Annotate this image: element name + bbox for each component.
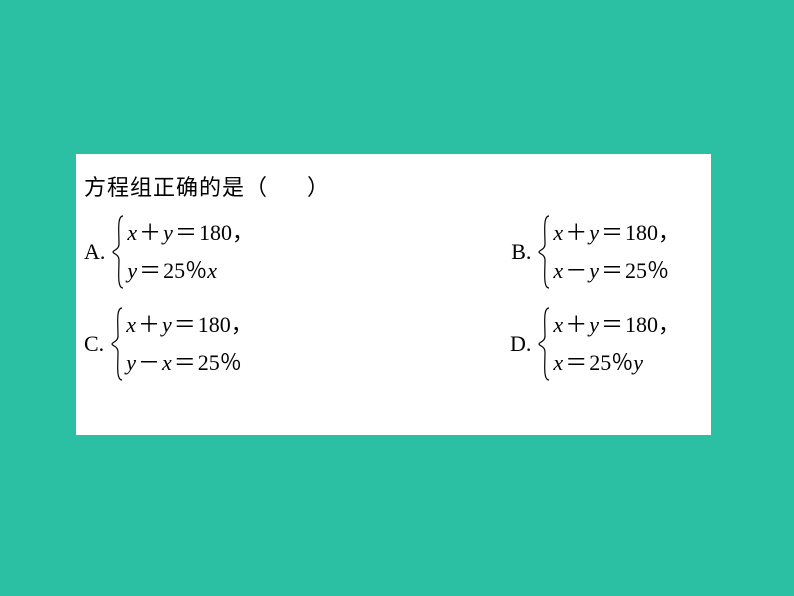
question-prefix: 方程组正确的是（ bbox=[84, 175, 268, 200]
choice-b-equations: x＋y＝180， x－y＝25％ bbox=[553, 214, 680, 290]
choice-a[interactable]: A. x＋y＝180， y＝25％x bbox=[84, 214, 254, 290]
question-stem: 方程组正确的是（ ） bbox=[84, 170, 330, 202]
choice-b-eq2: x－y＝25％ bbox=[553, 252, 680, 290]
choice-c-eq2: y－x＝25％ bbox=[126, 344, 253, 382]
question-card: 方程组正确的是（ ） A. x＋y＝180， y＝25％x B. bbox=[76, 154, 711, 435]
choice-a-equations: x＋y＝180， y＝25％x bbox=[127, 214, 254, 290]
choice-d-equations: x＋y＝180， x＝25％y bbox=[553, 306, 680, 382]
choice-row-1: A. x＋y＝180， y＝25％x B. x＋y＝180， x－y＝25％ bbox=[84, 214, 704, 290]
choice-a-eq1: x＋y＝180， bbox=[127, 214, 254, 252]
brace-icon bbox=[110, 306, 126, 382]
choice-a-eq2: y＝25％x bbox=[127, 252, 254, 290]
answer-blank[interactable] bbox=[275, 175, 301, 201]
choice-d[interactable]: D. x＋y＝180， x＝25％y bbox=[510, 306, 680, 382]
choices-container: A. x＋y＝180， y＝25％x B. x＋y＝180， x－y＝25％ bbox=[84, 214, 704, 398]
choice-b[interactable]: B. x＋y＝180， x－y＝25％ bbox=[511, 214, 680, 290]
choice-c[interactable]: C. x＋y＝180， y－x＝25％ bbox=[84, 306, 253, 382]
choice-b-eq1: x＋y＝180， bbox=[553, 214, 680, 252]
choice-row-2: C. x＋y＝180， y－x＝25％ D. x＋y＝180， x＝25％y bbox=[84, 306, 704, 382]
brace-icon bbox=[111, 214, 127, 290]
choice-d-label: D. bbox=[510, 331, 531, 357]
choice-a-label: A. bbox=[84, 239, 105, 265]
choice-b-label: B. bbox=[511, 239, 531, 265]
choice-d-eq2: x＝25％y bbox=[553, 344, 680, 382]
choice-d-eq1: x＋y＝180， bbox=[553, 306, 680, 344]
brace-icon bbox=[537, 306, 553, 382]
choice-c-equations: x＋y＝180， y－x＝25％ bbox=[126, 306, 253, 382]
choice-c-eq1: x＋y＝180， bbox=[126, 306, 253, 344]
question-suffix: ） bbox=[307, 175, 330, 200]
choice-c-label: C. bbox=[84, 331, 104, 357]
brace-icon bbox=[537, 214, 553, 290]
